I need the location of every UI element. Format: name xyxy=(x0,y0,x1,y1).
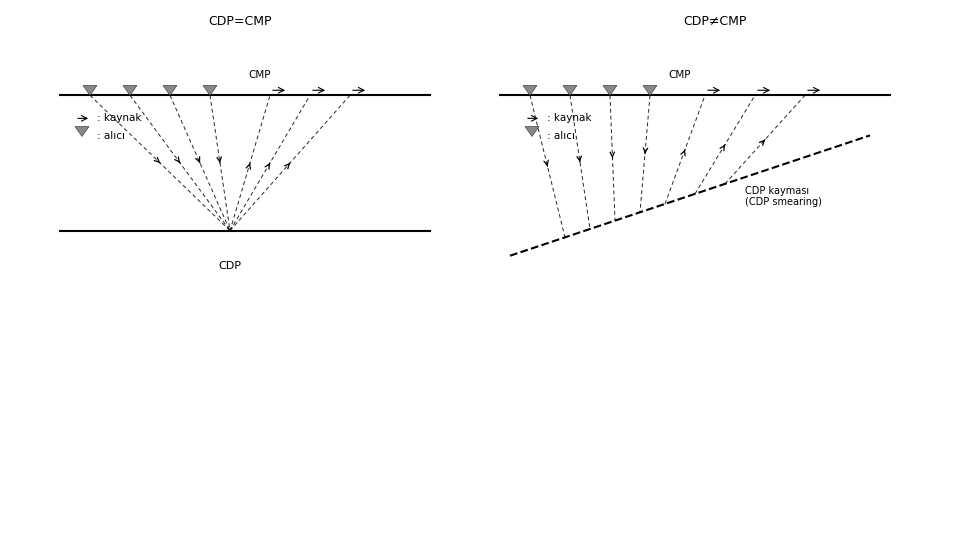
Polygon shape xyxy=(525,126,539,137)
Text: : kaynak: : kaynak xyxy=(547,113,591,123)
Text: : kaynak: : kaynak xyxy=(97,113,141,123)
Text: CDP: CDP xyxy=(219,261,242,271)
Text: CDP=CMP: CDP=CMP xyxy=(208,15,272,28)
Polygon shape xyxy=(643,85,657,95)
Polygon shape xyxy=(75,126,89,137)
Polygon shape xyxy=(123,85,137,95)
Text: CDP kayması
(CDP smearing): CDP kayması (CDP smearing) xyxy=(745,186,822,207)
Text: : alıcı: : alıcı xyxy=(547,131,575,141)
Polygon shape xyxy=(523,85,537,95)
Polygon shape xyxy=(83,85,97,95)
Text: CMP: CMP xyxy=(248,70,271,80)
Polygon shape xyxy=(603,85,617,95)
Polygon shape xyxy=(563,85,577,95)
Text: CDP  (common  depth  point)  ve  CMP  (common  mid  point)  kavramı,  yeraltı  y: CDP (common depth point) ve CMP (common … xyxy=(34,381,842,396)
Polygon shape xyxy=(203,85,217,95)
Text: tabakalardan oluşuyorsa ve yanal yönde hız değişimi yoksa birbirine eşdeğerdir.: tabakalardan oluşuyorsa ve yanal yönde h… xyxy=(34,427,794,443)
Text: CMP: CMP xyxy=(668,70,690,80)
Text: : alıcı: : alıcı xyxy=(97,131,125,141)
Text: CDP≠CMP: CDP≠CMP xyxy=(684,15,747,28)
Polygon shape xyxy=(163,85,177,95)
Text: Şekil 8.4. Yatay ve eğimli tabakada CDP ve CMP kavramları.: Şekil 8.4. Yatay ve eğimli tabakada CDP … xyxy=(220,296,740,314)
